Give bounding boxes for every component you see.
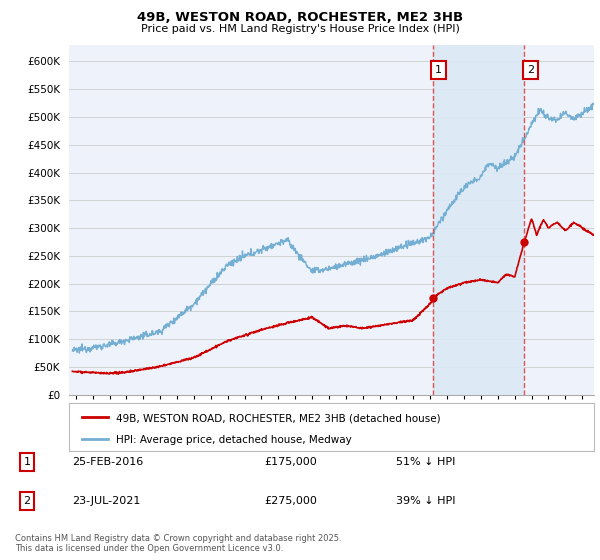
Text: HPI: Average price, detached house, Medway: HPI: Average price, detached house, Medw… <box>116 435 352 445</box>
Bar <box>433 45 524 395</box>
Text: 1: 1 <box>436 65 442 75</box>
Text: 39% ↓ HPI: 39% ↓ HPI <box>396 496 455 506</box>
Text: 1: 1 <box>23 457 31 467</box>
Text: 49B, WESTON ROAD, ROCHESTER, ME2 3HB (detached house): 49B, WESTON ROAD, ROCHESTER, ME2 3HB (de… <box>116 413 441 423</box>
Text: 23-JUL-2021: 23-JUL-2021 <box>72 496 140 506</box>
Text: Contains HM Land Registry data © Crown copyright and database right 2025.
This d: Contains HM Land Registry data © Crown c… <box>15 534 341 553</box>
Text: 25-FEB-2016: 25-FEB-2016 <box>72 457 143 467</box>
Text: £175,000: £175,000 <box>264 457 317 467</box>
Text: 51% ↓ HPI: 51% ↓ HPI <box>396 457 455 467</box>
Text: 49B, WESTON ROAD, ROCHESTER, ME2 3HB: 49B, WESTON ROAD, ROCHESTER, ME2 3HB <box>137 11 463 24</box>
Text: 2: 2 <box>527 65 534 75</box>
Text: Price paid vs. HM Land Registry's House Price Index (HPI): Price paid vs. HM Land Registry's House … <box>140 24 460 34</box>
Text: £275,000: £275,000 <box>264 496 317 506</box>
Text: 2: 2 <box>23 496 31 506</box>
